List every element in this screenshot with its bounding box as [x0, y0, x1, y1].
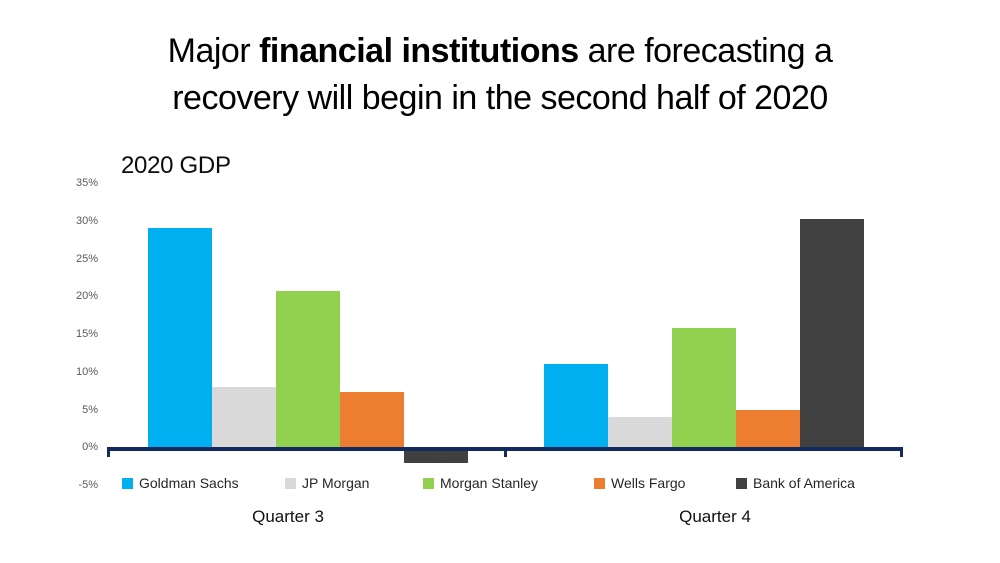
bar-wells-fargo-q3	[340, 392, 404, 448]
legend-swatch-icon	[285, 477, 296, 489]
legend-item-goldman-sachs: Goldman Sachs	[122, 475, 239, 491]
bar-morgan-stanley-q3	[276, 291, 340, 448]
legend-label: Goldman Sachs	[139, 475, 239, 491]
x-axis-tick	[107, 451, 110, 457]
legend-item-jp-morgan: JP Morgan	[285, 475, 369, 491]
bar-bank-of-america-q4	[800, 219, 864, 448]
category-label-2: Quarter 4	[679, 507, 751, 526]
legend-swatch-icon	[594, 477, 605, 489]
legend-label: Wells Fargo	[611, 475, 686, 491]
y-axis-label: 25%	[75, 252, 98, 265]
slide-title-part3: are forecasting a	[578, 32, 833, 70]
y-axis-label: 10%	[75, 365, 98, 378]
category-label-1: Quarter 3	[252, 507, 324, 526]
slide-title: Major financial institutions are forecas…	[0, 28, 1000, 122]
slide-title-bold: financial institutions	[259, 32, 579, 70]
legend-swatch-icon	[736, 477, 747, 489]
bar-morgan-stanley-q4	[672, 328, 736, 448]
slide-title-part1: Major	[167, 32, 260, 70]
x-axis-tick	[899, 451, 903, 457]
x-axis-tick	[503, 451, 507, 457]
legend-label: Morgan Stanley	[440, 475, 539, 491]
legend-swatch-icon	[423, 477, 434, 489]
legend-item-bank-of-america: Bank of America	[736, 475, 855, 491]
y-axis-label: 0%	[82, 441, 98, 454]
y-axis-label: 35%	[75, 177, 98, 189]
y-axis-label: 5%	[82, 403, 98, 416]
y-axis-label: 15%	[75, 328, 98, 341]
legend-label: JP Morgan	[302, 475, 370, 491]
bar-jp-morgan-q3	[212, 386, 276, 448]
slide-title-line2: recovery will begin in the second half o…	[172, 79, 828, 117]
legend-item-wells-fargo: Wells Fargo	[594, 475, 685, 491]
y-axis-label: 30%	[75, 214, 98, 227]
bar-bank-of-america-q3	[404, 447, 468, 463]
legend-item-morgan-stanley: Morgan Stanley	[423, 475, 538, 491]
bar-goldman-sachs-q3	[148, 228, 212, 448]
legend-label: Bank of America	[753, 475, 855, 491]
chart-title: 2020 GDP	[121, 152, 231, 179]
y-axis-label: -5%	[78, 479, 98, 492]
legend-swatch-icon	[122, 477, 133, 489]
bar-wells-fargo-q4	[736, 409, 800, 448]
bar-goldman-sachs-q4	[544, 364, 608, 448]
x-axis-line	[107, 447, 903, 451]
bar-jp-morgan-q4	[608, 417, 672, 448]
y-axis-label: 20%	[75, 290, 98, 303]
